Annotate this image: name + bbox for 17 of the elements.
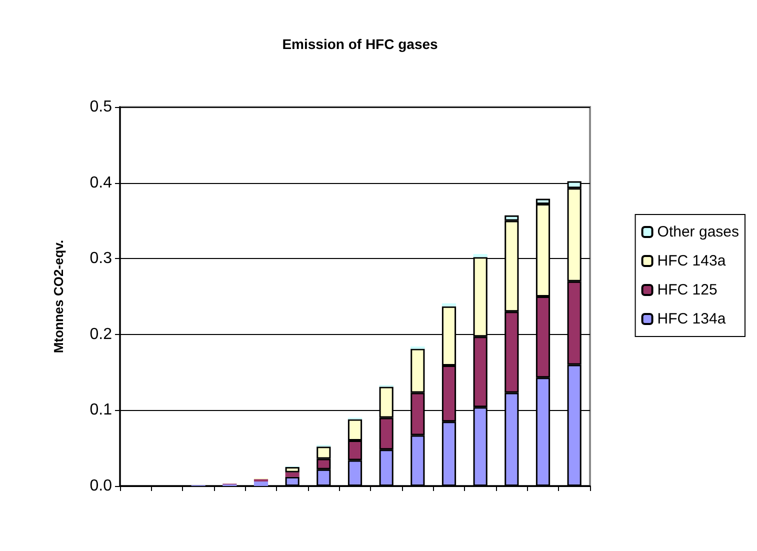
y-axis-title: Mtonnes CO2-eqv.: [51, 240, 66, 354]
chart-title: Emission of HFC gases: [282, 36, 438, 52]
legend-label: HFC 125: [657, 282, 718, 298]
y-tick-label: 0.3: [90, 250, 112, 268]
legend-label: Other gases: [657, 224, 740, 240]
y-tick-label: 0.4: [90, 174, 112, 192]
y-tick-label: 0.2: [90, 326, 112, 343]
bar: [285, 467, 300, 472]
legend-label: HFC 143a: [657, 252, 726, 270]
bar: [442, 303, 456, 306]
legend-label: HFC 134a: [657, 310, 726, 328]
bar: [285, 472, 300, 477]
y-tick-label: 0.1: [90, 402, 112, 419]
y-tick-label: 0.0: [90, 478, 112, 494]
y-tick-label: 0.5: [90, 98, 112, 116]
bar: [254, 481, 268, 486]
bar: [473, 254, 488, 258]
